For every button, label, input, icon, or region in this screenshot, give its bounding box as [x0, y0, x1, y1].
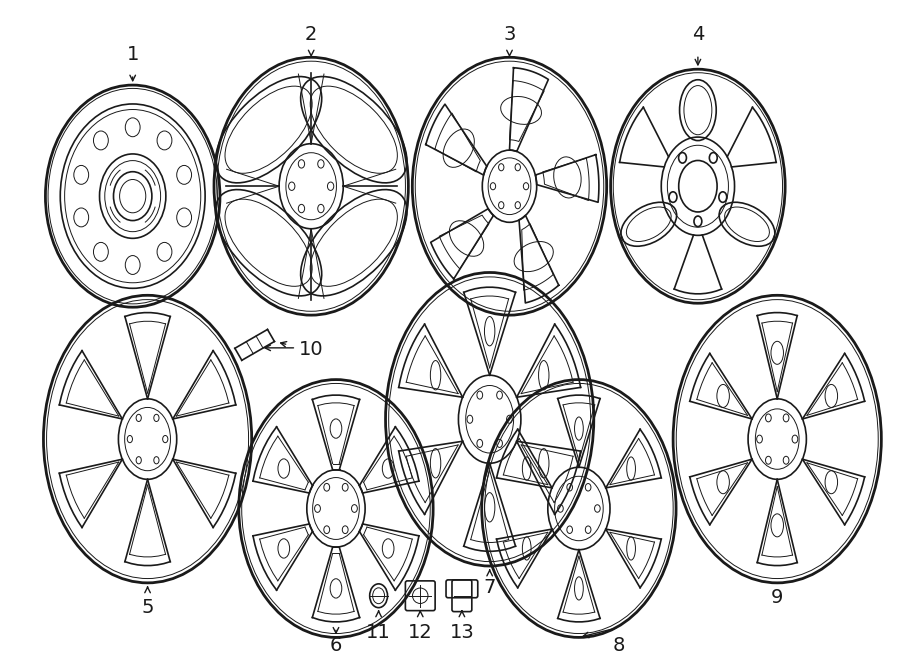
Text: 6: 6 [329, 636, 342, 655]
Text: 8: 8 [612, 636, 625, 655]
Text: 4: 4 [692, 25, 704, 44]
Text: 12: 12 [408, 623, 433, 642]
Text: 7: 7 [483, 578, 496, 598]
Text: 13: 13 [449, 623, 474, 642]
Text: 3: 3 [503, 25, 516, 44]
Text: 1: 1 [127, 45, 139, 64]
Text: 11: 11 [366, 623, 391, 642]
Text: 2: 2 [305, 25, 318, 44]
Text: 9: 9 [771, 588, 783, 607]
Text: 5: 5 [141, 598, 154, 617]
Text: 10: 10 [299, 340, 323, 360]
